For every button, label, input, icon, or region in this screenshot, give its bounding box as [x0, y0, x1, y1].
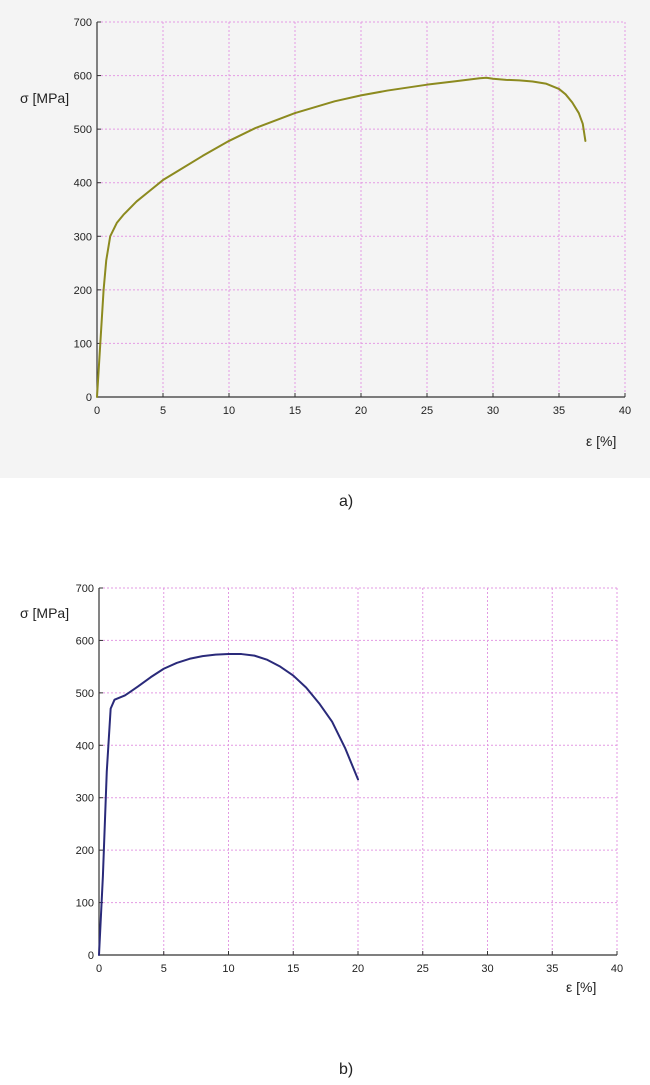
x-tick-label: 15: [287, 963, 299, 975]
panel-b-series: [98, 653, 359, 956]
panel-a-axes: [96, 21, 626, 398]
y-tick-label: 700: [74, 17, 92, 29]
x-tick-label: 15: [289, 405, 301, 417]
x-tick-label: 40: [619, 405, 631, 417]
panel-b-caption: b): [339, 1061, 353, 1078]
x-tick-label: 30: [487, 405, 499, 417]
x-tick-label: 20: [352, 963, 364, 975]
panel-a-background: [0, 0, 650, 478]
panel-b-ylabel: σ [MPa]: [20, 605, 69, 621]
y-tick-label: 100: [76, 898, 94, 910]
panel-b-xlabel: ε [%]: [566, 979, 596, 995]
panel-b-grid: [99, 587, 618, 955]
panel-a-ylabel: σ [MPa]: [20, 90, 69, 106]
x-tick-label: 20: [355, 405, 367, 417]
x-tick-label: 10: [222, 963, 234, 975]
y-tick-label: 500: [76, 688, 94, 700]
y-tick-label: 400: [74, 178, 92, 190]
panel-a-caption: a): [339, 493, 353, 510]
x-tick-label: 40: [611, 963, 623, 975]
x-tick-label: 5: [161, 963, 167, 975]
y-tick-label: 0: [86, 392, 92, 404]
y-tick-label: 600: [74, 71, 92, 83]
x-tick-label: 35: [553, 405, 565, 417]
y-tick-label: 600: [76, 635, 94, 647]
y-tick-label: 300: [76, 793, 94, 805]
x-tick-label: 10: [223, 405, 235, 417]
panel-a-xlabel: ε [%]: [586, 433, 616, 449]
panel-b-axes: [98, 587, 618, 956]
y-tick-label: 200: [74, 285, 92, 297]
x-tick-label: 35: [546, 963, 558, 975]
y-tick-label: 100: [74, 338, 92, 350]
y-tick-label: 200: [76, 845, 94, 857]
y-tick-label: 300: [74, 231, 92, 243]
x-tick-label: 25: [421, 405, 433, 417]
x-tick-label: 25: [417, 963, 429, 975]
y-tick-label: 500: [74, 124, 92, 136]
x-tick-label: 0: [96, 963, 102, 975]
series-line: [98, 653, 359, 956]
panel-a-series: [96, 76, 587, 398]
x-tick-label: 5: [160, 405, 166, 417]
y-tick-label: 400: [76, 740, 94, 752]
x-tick-label: 0: [94, 405, 100, 417]
series-line: [96, 76, 587, 398]
x-tick-label: 30: [481, 963, 493, 975]
y-tick-label: 0: [88, 950, 94, 962]
panel-a-grid: [97, 21, 626, 397]
y-tick-label: 700: [76, 583, 94, 595]
